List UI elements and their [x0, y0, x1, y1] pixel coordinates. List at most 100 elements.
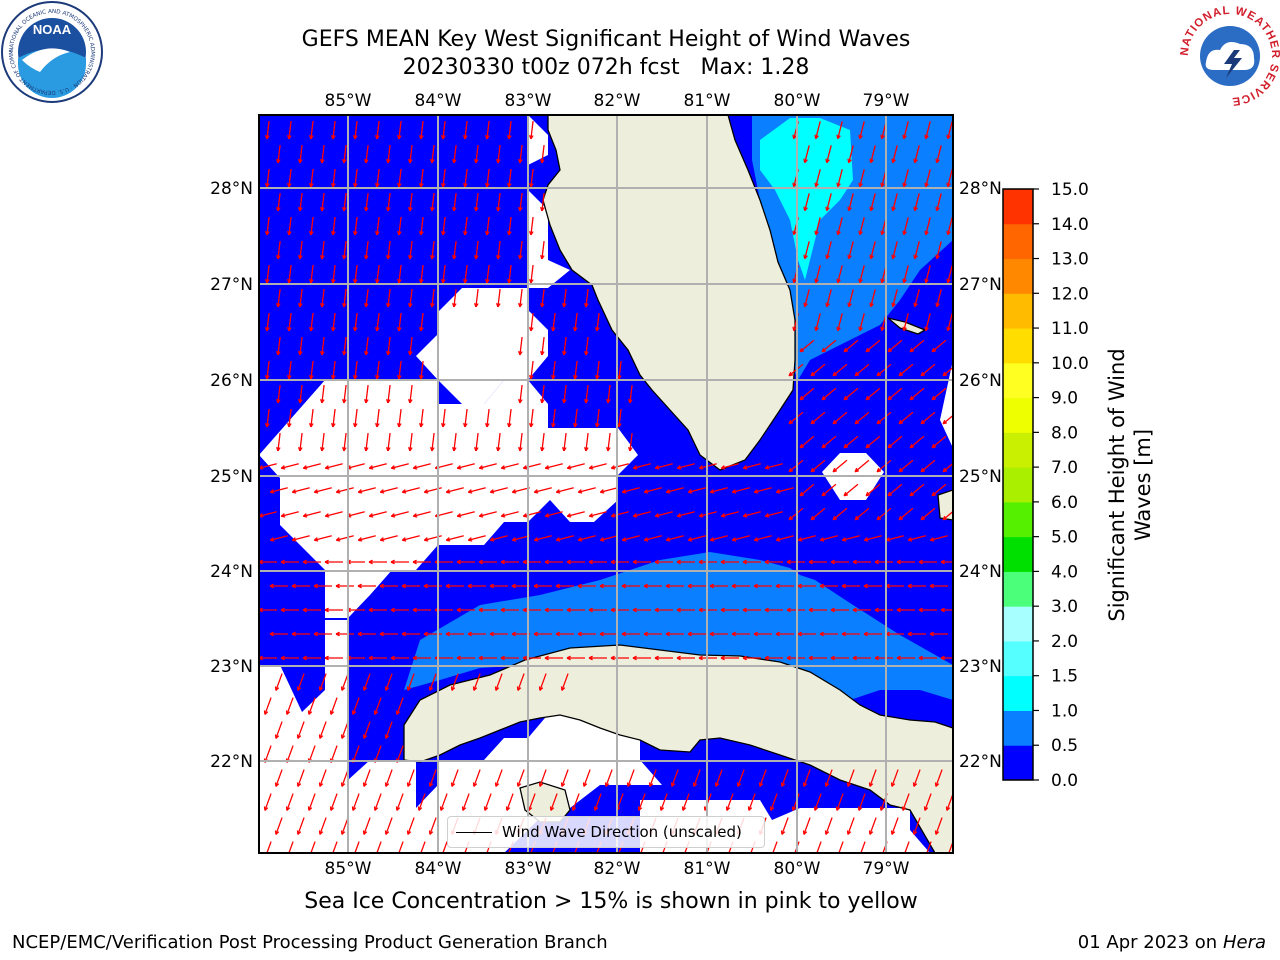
- colorbar-title-line-1: Significant Height of Wind: [1105, 348, 1129, 621]
- wind-arrow: [354, 408, 358, 428]
- wind-arrow: [530, 312, 534, 332]
- wind-arrow: [574, 360, 578, 380]
- wind-arrow-head: [280, 559, 285, 565]
- wind-arrow: [442, 408, 446, 428]
- wind-arrow: [391, 463, 409, 469]
- wind-arrow-head: [285, 710, 291, 715]
- wind-arrow: [281, 463, 299, 469]
- wind-arrow-head: [507, 134, 512, 140]
- wind-arrow-head: [918, 655, 923, 661]
- wind-arrow-head: [876, 419, 882, 425]
- wind-arrow-head: [309, 134, 314, 140]
- wind-arrow: [409, 336, 413, 356]
- wind-arrow-head: [947, 854, 950, 858]
- wind-arrow: [299, 384, 303, 404]
- wind-arrow: [903, 169, 909, 187]
- wind-arrow: [365, 144, 369, 164]
- wind-arrow-head: [687, 583, 692, 589]
- wind-arrow-head: [313, 489, 319, 494]
- wind-arrow-head: [924, 230, 929, 236]
- wind-arrow: [442, 264, 446, 284]
- wind-arrow: [385, 817, 393, 835]
- wind-arrow-head: [799, 443, 805, 449]
- wind-arrow-head: [869, 254, 874, 260]
- wind-arrow: [332, 360, 336, 380]
- wind-arrow-head: [764, 655, 769, 661]
- wind-arrow-head: [342, 206, 347, 212]
- wind-arrow-head: [931, 443, 937, 449]
- wind-arrow-head: [551, 422, 556, 428]
- wind-arrow: [266, 841, 272, 853]
- wind-arrow: [864, 535, 882, 541]
- wind-arrow: [832, 411, 848, 425]
- wind-arrow-head: [478, 559, 483, 565]
- wind-arrow: [431, 432, 435, 452]
- wind-arrow-head: [588, 465, 594, 470]
- wind-arrow-head: [368, 559, 373, 565]
- wind-arrow-head: [595, 854, 598, 858]
- wind-arrow: [530, 360, 534, 380]
- wind-arrow-head: [588, 559, 593, 565]
- wind-arrow-head: [364, 446, 369, 452]
- wind-arrow-head: [720, 465, 726, 470]
- wind-arrow-head: [309, 374, 314, 380]
- wind-arrow: [413, 511, 431, 517]
- wind-arrow: [886, 535, 904, 541]
- wind-arrow-head: [731, 537, 737, 542]
- wind-arrow: [909, 387, 925, 401]
- wind-arrow-head: [522, 607, 527, 613]
- wind-arrow: [420, 312, 424, 332]
- wind-arrow-head: [852, 559, 857, 565]
- wind-arrow-head: [753, 583, 758, 589]
- wind-arrow: [409, 432, 413, 452]
- wind-arrow: [446, 535, 464, 541]
- wind-arrow: [332, 264, 336, 284]
- wind-arrow-head: [819, 537, 825, 542]
- wind-arrow: [451, 769, 459, 787]
- wind-arrow-head: [397, 326, 402, 332]
- wind-arrow: [310, 408, 314, 428]
- wind-arrow-head: [879, 806, 885, 811]
- wind-arrow: [567, 463, 585, 469]
- wind-arrow: [596, 312, 600, 332]
- wind-arrow-head: [296, 734, 302, 739]
- wind-arrow-head: [296, 830, 302, 835]
- wind-arrow-head: [880, 182, 885, 188]
- wind-arrow: [354, 841, 360, 853]
- colorbar-tick-label: 12.0: [1051, 284, 1089, 304]
- wind-arrow-head: [386, 398, 391, 404]
- wind-arrow-head: [496, 254, 501, 260]
- wind-arrow-head: [320, 398, 325, 404]
- wind-arrow: [409, 384, 413, 404]
- wind-arrow-head: [799, 491, 805, 497]
- wind-arrow: [804, 289, 810, 307]
- wind-arrow: [365, 384, 369, 404]
- wind-arrow: [374, 793, 382, 811]
- wind-arrow: [821, 435, 837, 449]
- wind-arrow: [908, 535, 926, 541]
- wind-arrow: [561, 673, 569, 691]
- wind-arrow-head: [507, 182, 512, 188]
- legend-label: Wind Wave Direction (unscaled): [502, 823, 742, 841]
- wind-arrow: [607, 432, 611, 452]
- wind-arrow: [799, 435, 815, 449]
- wind-arrow: [909, 435, 925, 449]
- wind-arrow: [321, 384, 325, 404]
- wind-arrow: [336, 487, 354, 493]
- wind-arrow: [607, 384, 611, 404]
- wind-arrow-head: [747, 806, 753, 811]
- wind-arrow-head: [423, 583, 428, 589]
- colorbar-segment: [1003, 397, 1033, 433]
- sea-ice-caption: Sea Ice Concentration > 15% is shown in …: [304, 889, 918, 914]
- wind-arrow-head: [896, 559, 901, 565]
- wind-arrow: [815, 169, 821, 187]
- wind-arrow-head: [511, 583, 516, 589]
- wind-arrow-head: [843, 491, 849, 497]
- wind-arrow: [848, 241, 854, 259]
- wind-arrow-head: [628, 398, 633, 404]
- wind-arrow: [545, 511, 563, 517]
- wind-arrow-head: [946, 278, 951, 284]
- wind-arrow: [352, 793, 360, 811]
- wind-arrow: [836, 793, 844, 811]
- wind-arrow: [451, 673, 459, 691]
